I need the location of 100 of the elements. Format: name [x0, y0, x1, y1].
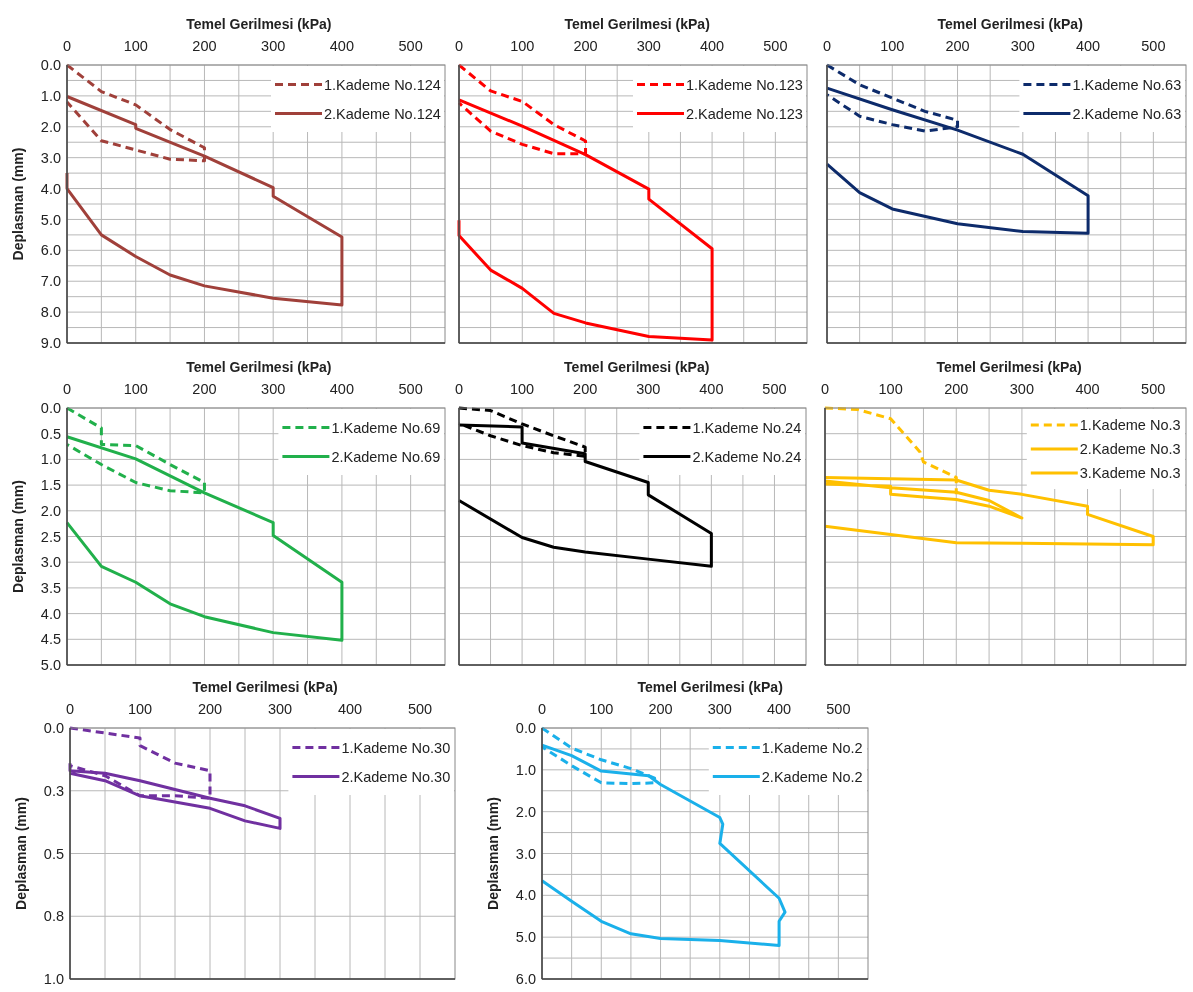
y-tick-label: 8.0: [40, 304, 61, 321]
legend-label: 2.Kademe No.3: [1079, 441, 1181, 458]
x-axis-title: Temel Gerilmesi (kPa): [637, 679, 783, 695]
y-tick-label: 1.0: [40, 451, 61, 468]
x-tick-label: 200: [192, 381, 217, 397]
x-tick-label: 400: [329, 381, 355, 397]
legend-label: 1.Kademe No.24: [692, 419, 802, 436]
legend-label: 2.Kademe No.24: [692, 448, 802, 465]
y-tick-label: 0.3: [43, 782, 64, 799]
y-tick-label: 6.0: [40, 242, 61, 259]
x-tick-label: 100: [589, 701, 614, 717]
y-tick-label: 5.0: [40, 657, 61, 674]
y-tick-label: 1.0: [40, 87, 61, 104]
x-tick-label: 500: [407, 701, 433, 717]
x-tick-label: 400: [699, 381, 724, 397]
x-tick-label: 300: [261, 38, 286, 54]
y-tick-label: 1.5: [40, 477, 61, 494]
x-tick-label: 400: [1075, 38, 1101, 54]
y-tick-label: 5.0: [515, 929, 536, 946]
x-tick-label: 300: [636, 38, 661, 54]
y-tick-label: 2.0: [40, 502, 61, 519]
x-axis-title: Temel Gerilmesi (kPa): [186, 359, 332, 375]
x-tick-label: 400: [337, 701, 363, 717]
x-axis-title: Temel Gerilmesi (kPa): [192, 679, 338, 695]
x-tick-label: 100: [509, 381, 535, 397]
x-tick-label: 500: [1141, 381, 1166, 397]
legend-label: 1.Kademe No.69: [331, 419, 441, 436]
legend-label: 2.Kademe No.30: [341, 768, 451, 785]
y-axis-title: Deplasman (mm): [485, 797, 501, 910]
y-tick-label: 4.0: [40, 180, 61, 197]
y-axis-title: Deplasman (mm): [13, 797, 29, 910]
x-tick-label: 400: [766, 701, 792, 717]
x-tick-label: 200: [944, 381, 969, 397]
x-tick-label: 200: [573, 38, 598, 54]
y-tick-label: 0.8: [43, 908, 64, 925]
x-tick-label: 500: [762, 381, 787, 397]
legend-label: 2.Kademe No.124: [324, 105, 441, 122]
x-tick-label: 200: [648, 701, 673, 717]
y-tick-label: 4.0: [515, 887, 536, 904]
x-tick-label: 300: [261, 381, 286, 397]
x-tick-label: 300: [707, 701, 732, 717]
x-tick-label: 0: [454, 38, 464, 54]
x-tick-label: 500: [398, 381, 423, 397]
y-tick-label: 0.0: [40, 57, 61, 74]
x-axis-title: Temel Gerilmesi (kPa): [186, 16, 332, 32]
x-tick-label: 200: [945, 38, 970, 54]
x-tick-label: 100: [510, 38, 535, 54]
x-tick-label: 0: [62, 381, 72, 397]
x-tick-label: 400: [1075, 381, 1100, 397]
x-tick-label: 200: [573, 381, 598, 397]
x-axis-title: Temel Gerilmesi (kPa): [937, 16, 1083, 32]
x-tick-label: 500: [398, 38, 423, 54]
legend-label: 1.Kademe No.2: [761, 739, 863, 756]
x-tick-label: 200: [197, 701, 223, 717]
y-tick-label: 0.5: [43, 845, 64, 862]
legend-label: 2.Kademe No.123: [686, 105, 803, 122]
y-tick-label: 5.0: [40, 211, 61, 228]
y-tick-label: 9.0: [40, 335, 61, 352]
y-tick-label: 7.0: [40, 273, 61, 290]
legend-label: 2.Kademe No.63: [1072, 105, 1182, 122]
x-tick-label: 0: [537, 701, 547, 717]
x-tick-label: 100: [880, 38, 905, 54]
y-tick-label: 0.0: [515, 720, 536, 737]
y-tick-label: 1.0: [515, 761, 536, 778]
y-tick-label: 0.0: [43, 720, 64, 737]
legend-label: 2.Kademe No.2: [761, 768, 863, 785]
y-tick-label: 3.0: [515, 845, 536, 862]
y-tick-label: 2.5: [40, 528, 61, 545]
x-tick-label: 0: [822, 38, 832, 54]
y-tick-label: 3.0: [40, 554, 61, 571]
y-tick-label: 0.0: [40, 400, 61, 417]
x-tick-label: 300: [267, 701, 293, 717]
x-axis-title: Temel Gerilmesi (kPa): [564, 16, 710, 32]
y-tick-label: 2.0: [40, 118, 61, 135]
x-tick-label: 300: [1010, 38, 1035, 54]
y-tick-label: 6.0: [515, 971, 536, 988]
x-axis-title: Temel Gerilmesi (kPa): [936, 359, 1082, 375]
x-tick-label: 500: [763, 38, 788, 54]
x-tick-label: 0: [454, 381, 464, 397]
x-axis-title: Temel Gerilmesi (kPa): [564, 359, 710, 375]
x-tick-label: 300: [636, 381, 661, 397]
x-tick-label: 100: [123, 381, 148, 397]
x-tick-label: 400: [699, 38, 725, 54]
legend-label: 1.Kademe No.63: [1072, 76, 1182, 93]
x-tick-label: 0: [65, 701, 75, 717]
y-tick-label: 4.0: [40, 605, 61, 622]
x-tick-label: 100: [123, 38, 148, 54]
x-tick-label: 100: [127, 701, 153, 717]
legend-label: 1.Kademe No.124: [324, 76, 441, 93]
y-tick-label: 0.5: [40, 425, 61, 442]
y-axis-title: Deplasman (mm): [10, 480, 26, 593]
x-tick-label: 100: [878, 381, 903, 397]
y-axis-title: Deplasman (mm): [10, 147, 26, 261]
y-tick-label: 2.0: [515, 803, 536, 820]
legend-label: 3.Kademe No.3: [1079, 465, 1181, 482]
legend-label: 1.Kademe No.123: [686, 76, 803, 93]
x-tick-label: 500: [826, 701, 851, 717]
x-tick-label: 0: [820, 381, 830, 397]
x-tick-label: 200: [192, 38, 217, 54]
x-tick-label: 500: [1141, 38, 1166, 54]
